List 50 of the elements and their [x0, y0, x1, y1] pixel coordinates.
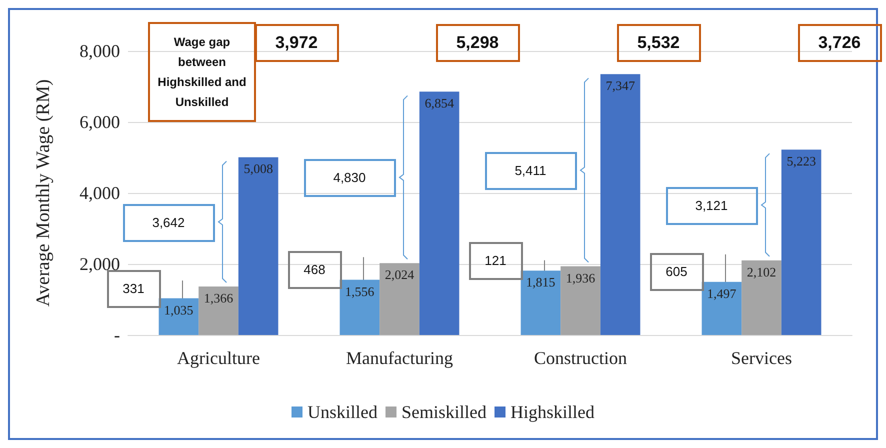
annotation: 605 — [650, 253, 704, 292]
data-label: 1,815 — [526, 274, 556, 290]
annotation: 4,830 — [304, 159, 396, 198]
annotation: 3,972 — [254, 24, 338, 62]
x-tick-label: Construction — [534, 348, 627, 368]
bar — [702, 282, 742, 335]
y-tick-label: - — [114, 325, 120, 345]
data-label: 6,854 — [424, 96, 454, 111]
annotation: 3,121 — [666, 186, 758, 225]
annotation: 3,726 — [798, 24, 882, 62]
bar — [158, 298, 199, 335]
bar — [198, 286, 238, 335]
annotation: 5,411 — [484, 152, 576, 190]
y-tick-label: 8,000 — [80, 41, 120, 61]
bar — [781, 150, 822, 335]
data-label: 2,102 — [746, 264, 776, 280]
data-label: 1,556 — [345, 284, 375, 299]
annotation: 5,532 — [616, 24, 700, 62]
annotation: 3,642 — [122, 204, 214, 242]
bar — [380, 263, 420, 335]
data-label: 5,008 — [244, 161, 273, 176]
y-tick-label: 4,000 — [80, 183, 120, 203]
bar — [520, 270, 561, 335]
y-axis-title: Average Monthly Wage (RM) — [33, 79, 54, 307]
annotation: 5,298 — [436, 24, 520, 62]
bar — [600, 74, 640, 335]
bar — [560, 266, 600, 335]
annotation: 468 — [288, 251, 342, 290]
x-tick-label: Agriculture — [177, 348, 260, 368]
legend-label: Highskilled — [510, 402, 594, 422]
legend-label: Semiskilled — [402, 402, 486, 422]
bar — [419, 92, 460, 335]
annotation: 121 — [468, 242, 522, 280]
data-label: 1,497 — [707, 286, 737, 301]
annotation: 331 — [122, 280, 144, 296]
x-tick-label: Manufacturing — [346, 348, 453, 368]
bar — [340, 280, 380, 335]
data-label: 5,223 — [786, 154, 816, 169]
data-label: 7,347 — [606, 78, 636, 94]
bar — [238, 157, 278, 335]
data-label: 1,035 — [164, 302, 194, 318]
data-label: 2,024 — [384, 267, 415, 282]
data-label: 1,936 — [566, 270, 596, 286]
x-tick-label: Services — [731, 348, 792, 368]
annotation: Wage gap between Highskilled and Unskilled — [148, 22, 256, 122]
y-tick-label: 2,000 — [80, 254, 120, 274]
bar — [742, 260, 782, 335]
legend-label: Unskilled — [308, 402, 378, 422]
y-tick-label: 6,000 — [80, 112, 120, 132]
data-label: 1,366 — [204, 290, 234, 306]
